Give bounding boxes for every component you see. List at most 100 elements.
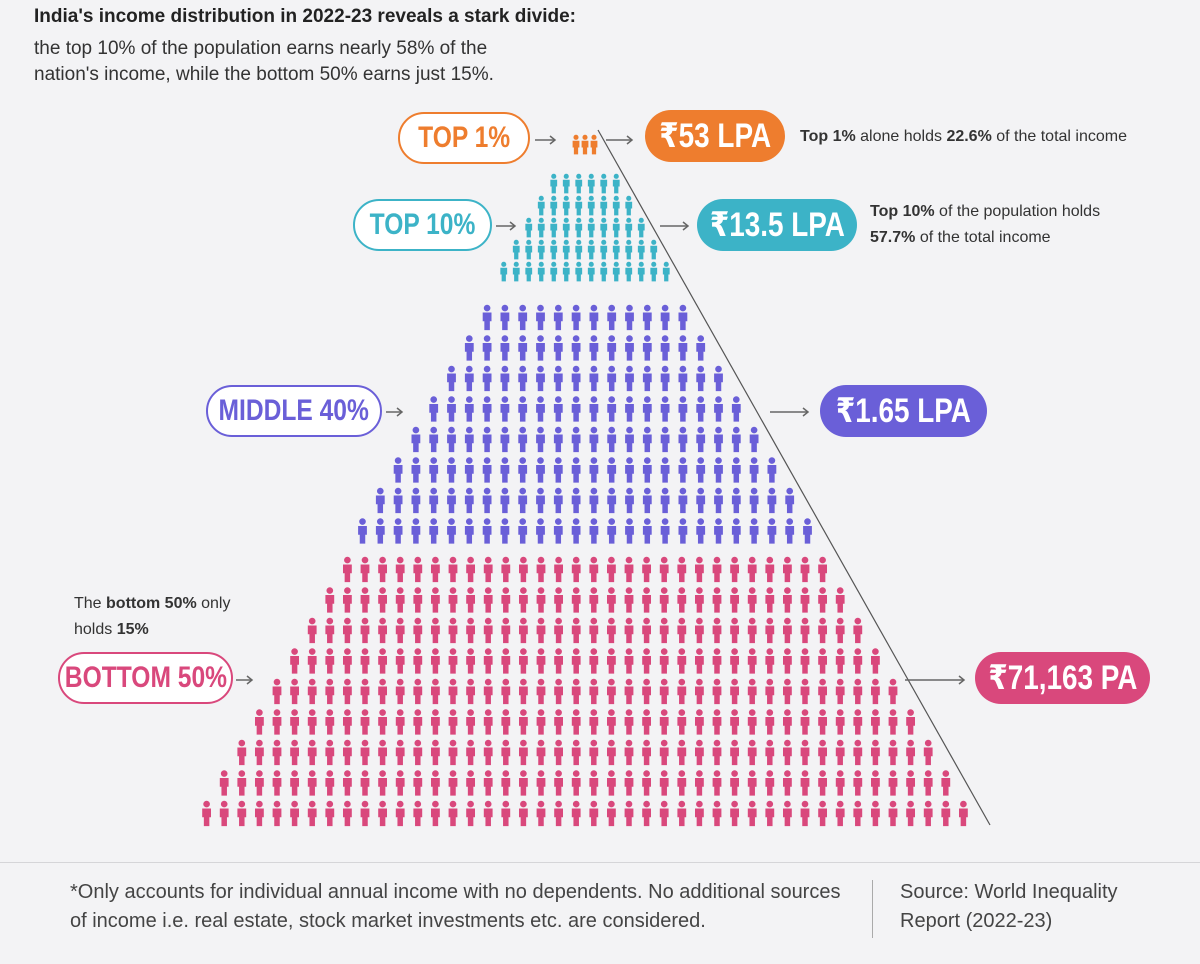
person-icon — [695, 709, 704, 735]
person-icon — [571, 487, 581, 514]
person-icon — [607, 770, 616, 796]
person-icon — [731, 426, 741, 453]
tier-note: Top 10% of the population holds 57.7% of… — [870, 199, 1140, 251]
note-text: 57.7% — [870, 229, 916, 246]
person-icon — [659, 648, 669, 674]
person-icon — [625, 457, 634, 483]
person-icon — [464, 365, 474, 392]
pyramid — [202, 129, 991, 827]
person-icon — [678, 365, 688, 392]
person-icon — [575, 173, 583, 194]
person-icon — [378, 617, 387, 644]
person-icon — [307, 648, 317, 674]
person-icon — [360, 648, 370, 674]
person-icon — [482, 426, 492, 453]
person-icon — [554, 617, 563, 644]
person-icon — [714, 457, 723, 483]
person-icon — [677, 556, 687, 583]
pyramid-edge — [597, 129, 991, 826]
person-icon — [589, 304, 599, 331]
person-icon — [571, 800, 581, 827]
person-icon — [612, 173, 620, 194]
person-icon — [343, 648, 352, 674]
person-icon — [429, 396, 439, 422]
person-icon — [448, 648, 458, 674]
person-icon — [500, 518, 510, 544]
person-icon — [747, 709, 757, 735]
person-icon — [537, 239, 545, 260]
person-icon — [360, 556, 370, 583]
person-icon — [307, 617, 317, 644]
person-icon — [607, 556, 616, 583]
person-icon — [625, 335, 634, 361]
person-icon — [536, 617, 546, 644]
person-icon — [607, 648, 616, 674]
person-icon — [835, 678, 845, 705]
person-icon — [325, 739, 335, 766]
person-icon — [536, 518, 545, 544]
person-icon — [483, 678, 493, 705]
person-icon — [642, 304, 652, 331]
person-icon — [625, 426, 634, 453]
person-icon — [642, 709, 651, 735]
person-icon — [466, 587, 475, 613]
person-icon — [818, 770, 827, 796]
person-icon — [500, 261, 508, 282]
tier-label-text: TOP 1% — [417, 121, 511, 154]
person-icon — [587, 195, 595, 216]
person-icon — [660, 365, 670, 392]
person-icon — [730, 587, 739, 613]
person-icon — [501, 800, 511, 827]
person-icon — [677, 739, 687, 766]
person-icon — [589, 396, 599, 422]
person-icon — [512, 261, 520, 282]
person-icon — [500, 426, 510, 453]
person-icon — [483, 617, 493, 644]
person-icon — [255, 739, 264, 766]
person-icon — [803, 518, 812, 544]
person-icon — [607, 426, 617, 453]
person-icon — [660, 426, 670, 453]
person-icon — [343, 587, 352, 613]
person-icon — [447, 365, 456, 392]
person-icon — [525, 239, 533, 260]
person-icon — [730, 709, 739, 735]
person-icon — [501, 556, 511, 583]
person-icon — [612, 261, 620, 282]
person-icon — [642, 617, 651, 644]
person-icon — [714, 518, 723, 544]
person-icon — [466, 800, 475, 827]
person-icon — [677, 770, 687, 796]
person-icon — [800, 648, 810, 674]
divider — [872, 880, 873, 938]
person-icon — [554, 770, 563, 796]
person-icon — [650, 239, 658, 260]
person-icon — [835, 617, 845, 644]
person-icon — [765, 587, 775, 613]
person-icon — [800, 770, 810, 796]
person-icon — [712, 587, 722, 613]
person-icon — [554, 587, 563, 613]
person-icon — [783, 648, 792, 674]
person-icon — [625, 396, 634, 422]
person-icon — [888, 709, 898, 735]
person-icon — [783, 556, 792, 583]
person-icon — [272, 800, 282, 827]
person-icon — [562, 261, 570, 282]
person-icon — [695, 678, 704, 705]
person-icon — [562, 195, 570, 216]
person-icon — [575, 217, 583, 238]
person-icon — [360, 800, 370, 827]
person-icon — [519, 739, 528, 766]
person-icon — [677, 617, 687, 644]
person-icon — [255, 709, 264, 735]
person-icon — [587, 173, 595, 194]
person-icon — [642, 739, 651, 766]
person-icon — [906, 739, 915, 766]
person-icon — [448, 556, 458, 583]
person-icon — [642, 335, 652, 361]
tier-label-text: TOP 10% — [369, 208, 476, 241]
person-icon — [571, 335, 581, 361]
person-icon — [589, 617, 599, 644]
person-icon — [642, 770, 651, 796]
